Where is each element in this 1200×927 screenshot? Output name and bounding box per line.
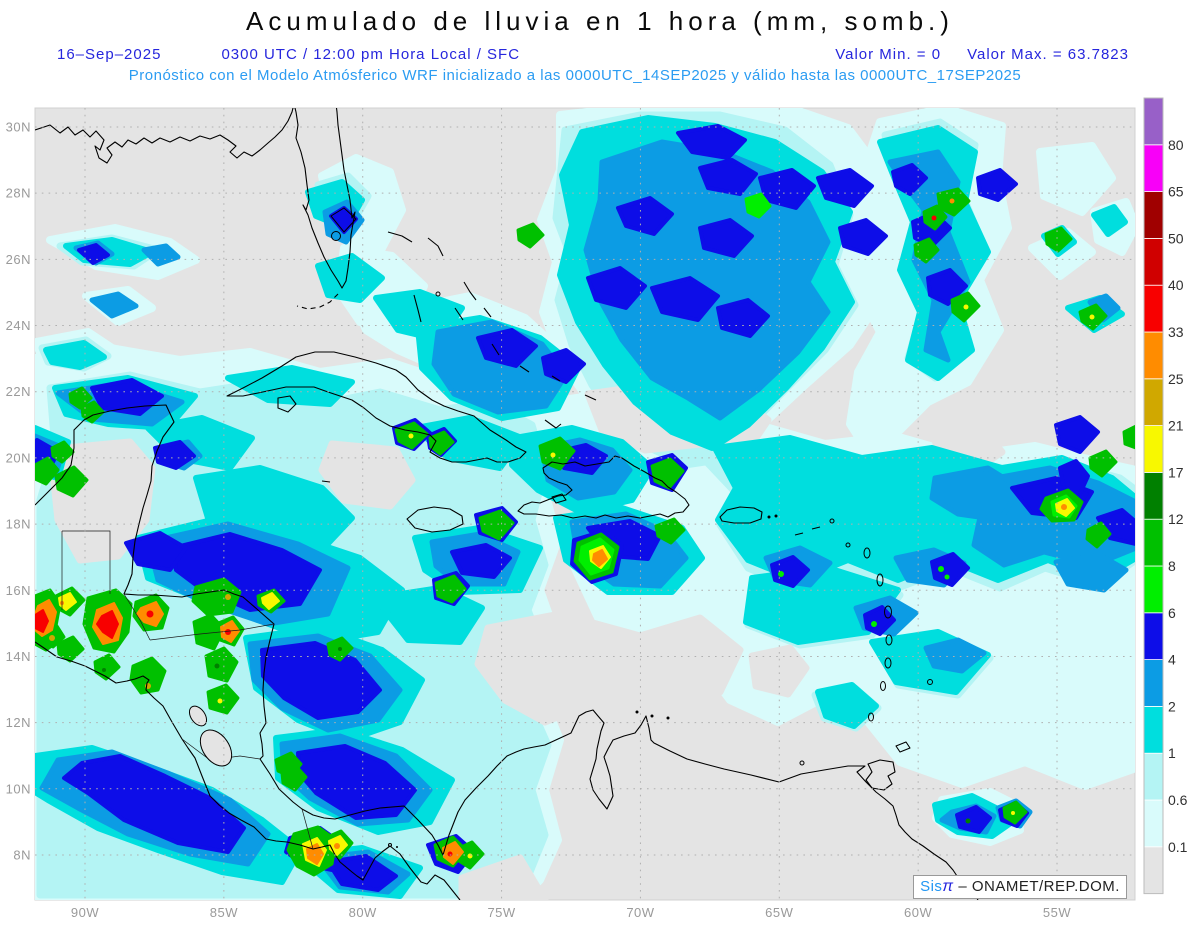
lon-axis-label: 80W bbox=[349, 905, 377, 920]
lat-axis-label: 26N bbox=[6, 252, 31, 267]
lon-axis-label: 55W bbox=[1043, 905, 1071, 920]
lon-axis-label: 90W bbox=[71, 905, 99, 920]
legend-swatch bbox=[1143, 425, 1164, 473]
lat-axis-label: 14N bbox=[6, 649, 31, 664]
legend-swatch bbox=[1143, 284, 1164, 333]
credit-badge: Sisπ – ONAMET/REP.DOM. bbox=[913, 875, 1127, 899]
lat-axis-label: 24N bbox=[6, 318, 31, 333]
legend-tick-label: 65 bbox=[1168, 184, 1184, 200]
legend-tick-label: 12 bbox=[1168, 511, 1184, 527]
lon-axis-label: 65W bbox=[765, 905, 793, 920]
legend-border bbox=[1143, 97, 1164, 895]
lon-axis-label: 85W bbox=[210, 905, 238, 920]
legend-tick-label: 33 bbox=[1168, 324, 1184, 340]
lat-axis-label: 28N bbox=[6, 186, 31, 201]
lat-axis-label: 12N bbox=[6, 715, 31, 730]
legend-swatch bbox=[1143, 378, 1164, 426]
legend-tick-label: 2 bbox=[1168, 698, 1176, 714]
legend-tick-label: 40 bbox=[1168, 277, 1184, 293]
legend-swatch bbox=[1143, 237, 1164, 286]
credit-text: – ONAMET/REP.DOM. bbox=[958, 878, 1120, 895]
forecast-date: 16–Sep–2025 bbox=[57, 46, 162, 63]
valid-time: 0300 UTC / 12:00 pm Hora Local / SFC bbox=[221, 46, 521, 63]
max-value: Valor Max. = 63.7823 bbox=[967, 46, 1129, 63]
lat-axis-label: 30N bbox=[6, 120, 31, 135]
legend-swatch bbox=[1143, 97, 1164, 146]
legend-tick-label: 50 bbox=[1168, 230, 1184, 246]
rain-shading-layer bbox=[35, 108, 1135, 900]
legend-swatch bbox=[1143, 471, 1164, 520]
coastline-layer bbox=[35, 108, 979, 900]
credit-brand: Sis bbox=[920, 878, 943, 895]
legend-tick-label: 17 bbox=[1168, 464, 1184, 480]
lat-axis-label: 8N bbox=[13, 847, 31, 862]
legend-tick-label: 25 bbox=[1168, 371, 1184, 387]
legend-swatch bbox=[1143, 846, 1164, 894]
min-value: Valor Min. = 0 bbox=[835, 46, 942, 63]
model-info-line: Pronóstico con el Modelo Atmósferico WRF… bbox=[128, 67, 1022, 84]
legend-swatch bbox=[1143, 331, 1164, 380]
subtitle-line: 16–Sep–2025 0300 UTC / 12:00 pm Hora Loc… bbox=[57, 46, 1129, 63]
rain-level-red bbox=[35, 215, 937, 857]
legend-swatch bbox=[1143, 706, 1164, 754]
legend-swatch bbox=[1143, 799, 1164, 848]
pi-symbol: π bbox=[942, 878, 954, 895]
contour-outline bbox=[330, 207, 357, 233]
legend-swatch bbox=[1143, 518, 1164, 567]
min-max-values: Valor Min. = 0 Valor Max. = 63.7823 bbox=[835, 46, 1129, 63]
legend-tick-label: 4 bbox=[1168, 652, 1176, 668]
lon-axis-label: 70W bbox=[626, 905, 654, 920]
lat-axis-label: 16N bbox=[6, 583, 31, 598]
page-title: Acumulado de lluvia en 1 hora (mm, somb.… bbox=[246, 6, 954, 36]
legend-swatch bbox=[1143, 144, 1164, 193]
legend-tick-label: 80 bbox=[1168, 137, 1184, 153]
legend-swatch bbox=[1143, 565, 1164, 614]
dry-pockets bbox=[50, 380, 1006, 900]
lat-axis-label: 18N bbox=[6, 517, 31, 532]
legend-tick-label: 0.1 bbox=[1168, 839, 1188, 855]
legend-tick-label: 21 bbox=[1168, 418, 1184, 434]
legend-swatch bbox=[1143, 752, 1164, 801]
lat-axis-label: 10N bbox=[6, 781, 31, 796]
legend-swatch bbox=[1143, 191, 1164, 239]
lat-axis-label: 20N bbox=[6, 450, 31, 465]
legend-tick-label: 8 bbox=[1168, 558, 1176, 574]
rain-level-yellow bbox=[49, 304, 1095, 867]
lat-axis-label: 22N bbox=[6, 384, 31, 399]
lon-axis-label: 75W bbox=[487, 905, 515, 920]
legend-tick-label: 1 bbox=[1168, 745, 1176, 761]
legend-tick-label: 0.6 bbox=[1168, 792, 1188, 808]
grid-and-axes: 30N 28N 26N 24N 22N 20N 18N 16N 14N 12N 10N 8N 90W 85… bbox=[6, 108, 1135, 920]
legend-swatch bbox=[1143, 659, 1164, 707]
legend-tick-label: 6 bbox=[1168, 605, 1176, 621]
lon-axis-label: 60W bbox=[904, 905, 932, 920]
legend-swatch bbox=[1143, 612, 1164, 660]
